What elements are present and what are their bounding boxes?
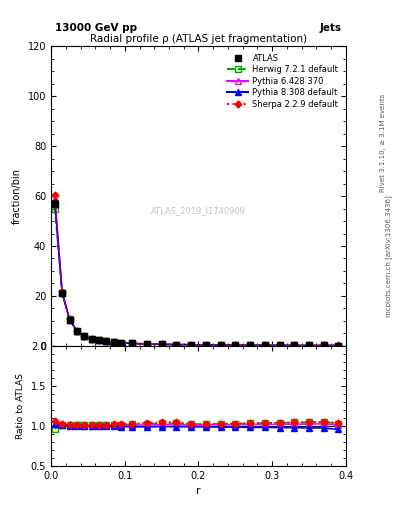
Legend: ATLAS, Herwig 7.2.1 default, Pythia 6.428 370, Pythia 8.308 default, Sherpa 2.2.: ATLAS, Herwig 7.2.1 default, Pythia 6.42… <box>224 50 342 112</box>
Text: Rivet 3.1.10, ≥ 3.1M events: Rivet 3.1.10, ≥ 3.1M events <box>380 94 386 193</box>
Text: ATLAS_2019_I1740909: ATLAS_2019_I1740909 <box>151 206 246 216</box>
Y-axis label: fraction/bin: fraction/bin <box>12 168 22 224</box>
Y-axis label: Ratio to ATLAS: Ratio to ATLAS <box>16 373 25 439</box>
X-axis label: r: r <box>196 486 201 496</box>
Text: Jets: Jets <box>320 23 342 33</box>
Title: Radial profile ρ (ATLAS jet fragmentation): Radial profile ρ (ATLAS jet fragmentatio… <box>90 34 307 44</box>
Text: mcplots.cern.ch [arXiv:1306.3436]: mcplots.cern.ch [arXiv:1306.3436] <box>385 195 392 317</box>
Text: 13000 GeV pp: 13000 GeV pp <box>55 23 137 33</box>
